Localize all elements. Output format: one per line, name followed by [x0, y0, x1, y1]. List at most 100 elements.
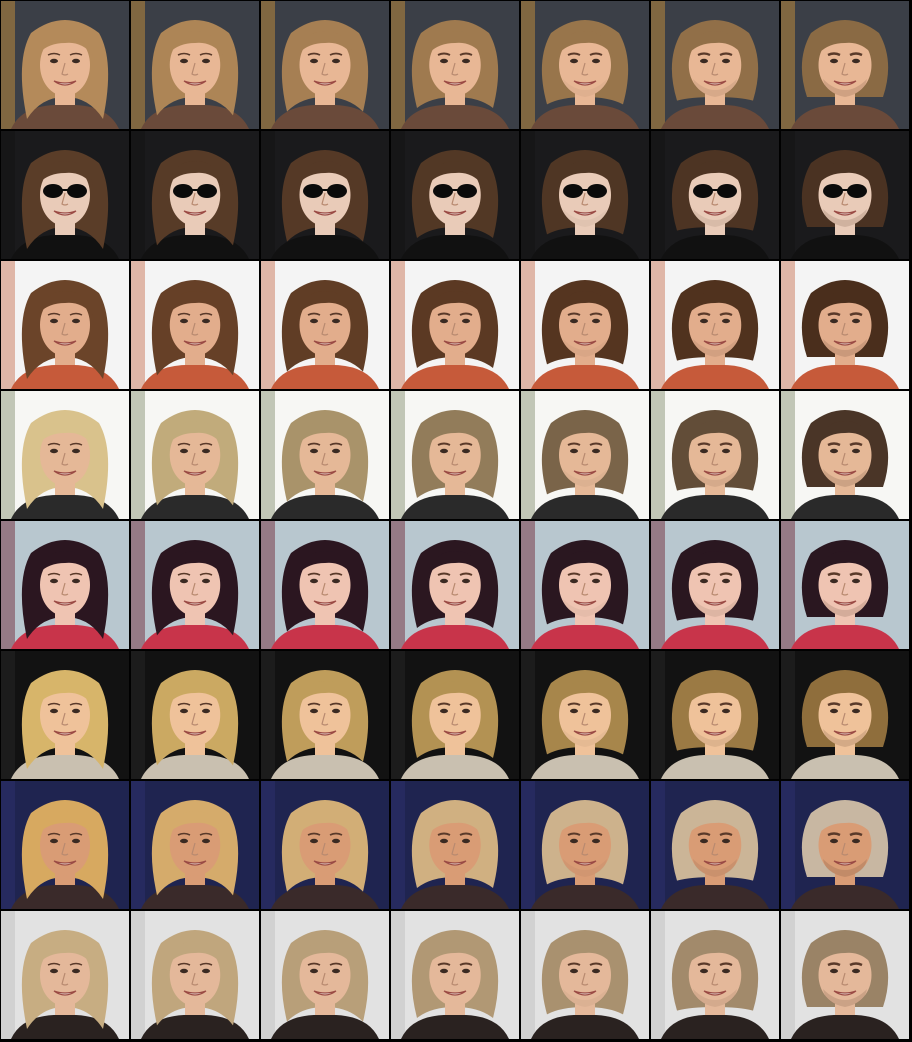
- shoulders: [271, 494, 379, 519]
- face-image-render: [781, 781, 909, 909]
- background-accent: [261, 391, 275, 519]
- shoulders: [11, 494, 119, 519]
- shoulders: [141, 624, 249, 649]
- eye-right: [72, 58, 80, 64]
- nose: [61, 192, 69, 206]
- nose: [321, 712, 329, 726]
- shoulders: [791, 494, 899, 519]
- eye-left: [180, 58, 188, 64]
- brow-right: [849, 442, 863, 447]
- background-accent: [261, 131, 275, 259]
- background-accent: [261, 781, 275, 909]
- hair-fringe: [39, 421, 93, 445]
- brow-left: [47, 572, 61, 576]
- face-image-render: [131, 261, 259, 389]
- nose: [711, 842, 719, 856]
- eye-right: [332, 708, 340, 714]
- eye-left: [570, 708, 578, 714]
- hair-fringe: [819, 811, 873, 835]
- face-image: [131, 651, 259, 779]
- stubble: [823, 209, 867, 227]
- eye-left: [570, 968, 578, 974]
- shoulders: [531, 234, 639, 259]
- face-image: [1, 521, 129, 649]
- face-image-render: [1, 911, 129, 1039]
- face-image: [1, 131, 129, 259]
- eye-right: [852, 578, 860, 584]
- eye-left: [310, 708, 318, 714]
- shoulders: [401, 754, 509, 779]
- brow-right: [329, 962, 343, 966]
- sunglasses-left: [303, 184, 323, 198]
- brow-left: [437, 312, 451, 316]
- brow-right: [719, 572, 733, 577]
- brow-left: [177, 832, 191, 836]
- nose: [451, 842, 459, 856]
- hair-fringe: [169, 941, 223, 965]
- face-image-render: [1, 261, 129, 389]
- background-accent: [391, 521, 405, 649]
- nose: [321, 972, 329, 986]
- brow-right: [329, 312, 343, 316]
- eye-right: [332, 578, 340, 584]
- eye-left: [50, 708, 58, 714]
- nose: [581, 582, 589, 596]
- brow-right: [69, 702, 83, 706]
- eye-left: [570, 58, 578, 64]
- eye-left: [830, 708, 838, 714]
- eye-left: [700, 578, 708, 584]
- stubble: [823, 859, 867, 877]
- brow-right: [589, 962, 603, 966]
- face-image-render: [521, 1, 649, 129]
- background-accent: [1, 1, 15, 129]
- face-image: [131, 131, 259, 259]
- hair-fringe: [689, 681, 743, 705]
- shoulders: [661, 494, 769, 519]
- nose: [841, 322, 849, 336]
- mouth: [573, 210, 597, 216]
- hair-fringe: [559, 941, 613, 965]
- face-image: [131, 391, 259, 519]
- background-accent: [261, 911, 275, 1039]
- shoulders: [791, 1014, 899, 1039]
- face-image-render: [261, 1, 389, 129]
- stubble: [563, 989, 607, 1007]
- face-image: [391, 911, 519, 1039]
- face-image-render: [521, 261, 649, 389]
- shoulders: [661, 884, 769, 909]
- face-image: [651, 391, 779, 519]
- mouth: [833, 470, 857, 476]
- face-image-render: [391, 781, 519, 909]
- eye-right: [722, 448, 730, 454]
- face-image: [651, 261, 779, 389]
- face-image-render: [261, 911, 389, 1039]
- brow-left: [827, 52, 841, 57]
- eye-right: [72, 448, 80, 454]
- eye-right: [592, 708, 600, 714]
- eye-left: [50, 448, 58, 454]
- brow-right: [69, 442, 83, 446]
- mouth: [183, 860, 207, 866]
- mouth: [313, 340, 337, 346]
- brow-left: [47, 442, 61, 446]
- face-image: [391, 131, 519, 259]
- mouth: [703, 600, 727, 606]
- hair-fringe: [429, 941, 483, 965]
- face-image: [131, 261, 259, 389]
- hair-fringe: [299, 31, 353, 55]
- eye-right: [722, 838, 730, 844]
- face-image: [651, 131, 779, 259]
- stubble: [693, 209, 737, 227]
- shoulders: [271, 884, 379, 909]
- brow-right: [199, 442, 213, 446]
- hair-fringe: [299, 421, 353, 445]
- face-image-render: [1, 781, 129, 909]
- nose: [711, 972, 719, 986]
- face-image: [391, 781, 519, 909]
- brow-left: [697, 832, 711, 837]
- face-image: [521, 521, 649, 649]
- eye-right: [722, 318, 730, 324]
- brow-right: [459, 702, 473, 706]
- hair-fringe: [819, 31, 873, 55]
- mouth: [183, 80, 207, 86]
